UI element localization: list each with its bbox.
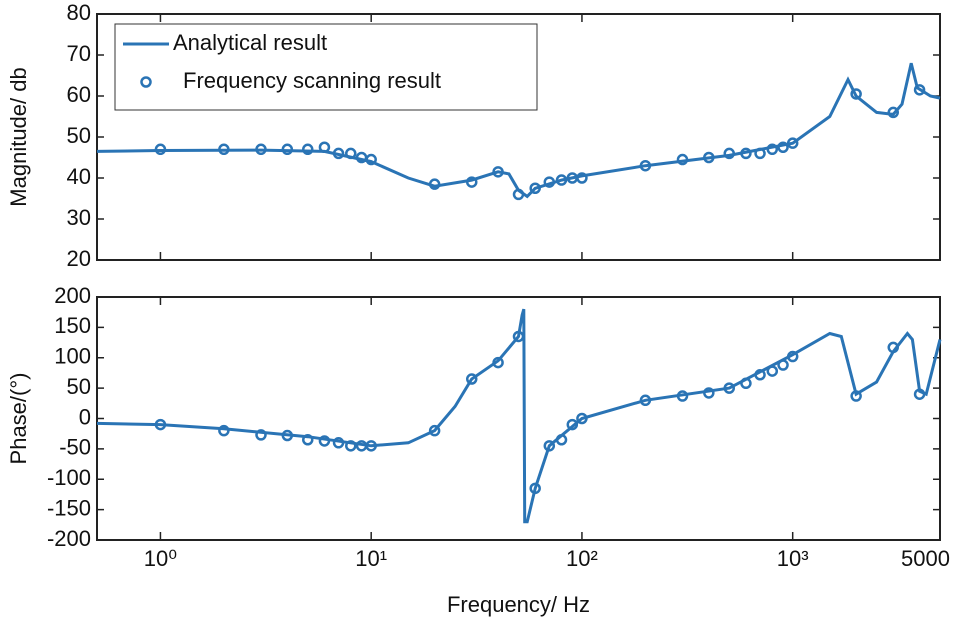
scan-marker bbox=[365, 153, 377, 166]
scan-marker bbox=[345, 440, 357, 452]
scan-marker bbox=[913, 84, 926, 96]
y-tick-label: 50 bbox=[67, 374, 91, 399]
scan-marker bbox=[703, 387, 715, 399]
scan-marker bbox=[740, 147, 752, 160]
scan-marker bbox=[428, 178, 441, 190]
y-tick-label: 30 bbox=[67, 205, 91, 230]
scan-marker bbox=[281, 143, 294, 156]
scan-marker bbox=[887, 106, 899, 119]
scan-marker bbox=[786, 350, 799, 363]
scan-marker bbox=[850, 88, 862, 100]
scan-marker bbox=[302, 143, 314, 156]
y-tick-label: -100 bbox=[47, 465, 91, 490]
scan-marker bbox=[777, 141, 789, 153]
x-tick-label: 10² bbox=[566, 546, 598, 571]
scan-marker bbox=[850, 390, 862, 402]
y-axis-label: Phase/(°) bbox=[6, 373, 31, 465]
y-axis-label: Magnitude/ db bbox=[6, 67, 31, 206]
x-tick-label: 10³ bbox=[777, 546, 809, 571]
scan-marker bbox=[218, 424, 230, 437]
y-tick-label: 70 bbox=[67, 41, 91, 66]
scan-marker bbox=[555, 434, 568, 446]
scan-marker bbox=[740, 377, 752, 390]
y-tick-label: -200 bbox=[47, 526, 91, 551]
scan-marker bbox=[566, 418, 579, 431]
legend-box bbox=[114, 23, 538, 111]
scan-marker bbox=[492, 166, 504, 178]
legend-marker bbox=[140, 76, 152, 88]
x-axis-label: Frequency/ Hz bbox=[447, 592, 590, 617]
scan-marker bbox=[154, 143, 167, 156]
legend-label: Analytical result bbox=[173, 30, 327, 55]
scan-marker bbox=[318, 435, 331, 447]
scan-marker bbox=[639, 394, 652, 407]
y-tick-label: 20 bbox=[67, 246, 91, 271]
x-tick-label: 10⁰ bbox=[144, 546, 177, 571]
scan-marker bbox=[512, 188, 525, 201]
scan-marker bbox=[913, 388, 926, 400]
scan-marker bbox=[529, 182, 541, 194]
scan-marker bbox=[576, 172, 588, 184]
y-tick-label: -150 bbox=[47, 495, 91, 520]
scan-marker bbox=[255, 429, 267, 441]
scan-marker bbox=[218, 143, 230, 156]
scan-marker bbox=[332, 437, 345, 449]
scan-marker bbox=[428, 424, 441, 437]
scan-marker bbox=[543, 440, 556, 452]
scan-marker bbox=[332, 147, 345, 160]
scan-marker bbox=[543, 176, 556, 188]
scan-marker bbox=[703, 151, 715, 164]
scan-marker bbox=[492, 356, 504, 369]
y-tick-label: 60 bbox=[67, 82, 91, 107]
y-tick-label: 80 bbox=[67, 0, 91, 25]
scan-marker bbox=[786, 137, 799, 149]
scan-marker bbox=[576, 412, 588, 425]
y-tick-label: 150 bbox=[54, 313, 91, 338]
scan-marker bbox=[365, 440, 377, 452]
scan-marker bbox=[639, 159, 652, 172]
x-tick-label: 10¹ bbox=[355, 546, 387, 571]
y-tick-label: 100 bbox=[54, 344, 91, 369]
y-tick-label: -50 bbox=[59, 435, 91, 460]
scan-marker bbox=[754, 147, 766, 160]
scan-marker bbox=[529, 482, 541, 495]
scan-marker bbox=[281, 429, 294, 442]
y-tick-label: 40 bbox=[67, 164, 91, 189]
scan-marker bbox=[723, 382, 735, 394]
scan-marker bbox=[676, 390, 689, 402]
scan-marker bbox=[512, 330, 525, 343]
scan-marker bbox=[302, 434, 314, 446]
scan-marker bbox=[766, 365, 779, 377]
legend-label: Frequency scanning result bbox=[183, 68, 441, 93]
scan-marker bbox=[255, 143, 267, 156]
x-tick-label: 5000 bbox=[901, 546, 950, 571]
scan-marker bbox=[465, 373, 478, 385]
scan-marker bbox=[754, 369, 766, 381]
scan-marker bbox=[465, 176, 478, 188]
scan-marker bbox=[345, 147, 357, 160]
scan-marker bbox=[676, 153, 689, 166]
scan-marker bbox=[555, 174, 568, 186]
scan-marker bbox=[154, 418, 167, 431]
scan-marker bbox=[766, 143, 779, 156]
scan-marker bbox=[318, 141, 331, 153]
y-tick-label: 200 bbox=[54, 283, 91, 308]
scan-marker bbox=[723, 147, 735, 160]
scan-marker bbox=[777, 359, 789, 371]
y-tick-label: 0 bbox=[79, 404, 91, 429]
scan-marker bbox=[887, 341, 899, 354]
y-tick-label: 50 bbox=[67, 123, 91, 148]
